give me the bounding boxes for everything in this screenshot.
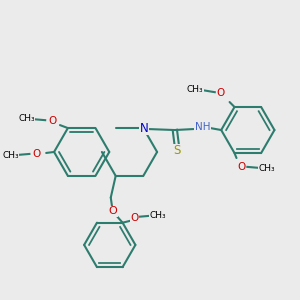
Text: O: O [130, 213, 139, 223]
Text: CH₃: CH₃ [18, 114, 35, 123]
Text: O: O [32, 149, 41, 159]
Text: CH₃: CH₃ [259, 164, 275, 173]
Text: N: N [140, 122, 149, 135]
Text: NH: NH [195, 122, 210, 132]
Text: O: O [217, 88, 225, 98]
Text: CH₃: CH₃ [150, 211, 166, 220]
Text: O: O [237, 162, 245, 172]
Text: S: S [173, 144, 181, 157]
Text: CH₃: CH₃ [187, 85, 203, 94]
Text: O: O [108, 206, 117, 216]
Text: O: O [48, 116, 56, 126]
Text: CH₃: CH₃ [2, 152, 19, 160]
